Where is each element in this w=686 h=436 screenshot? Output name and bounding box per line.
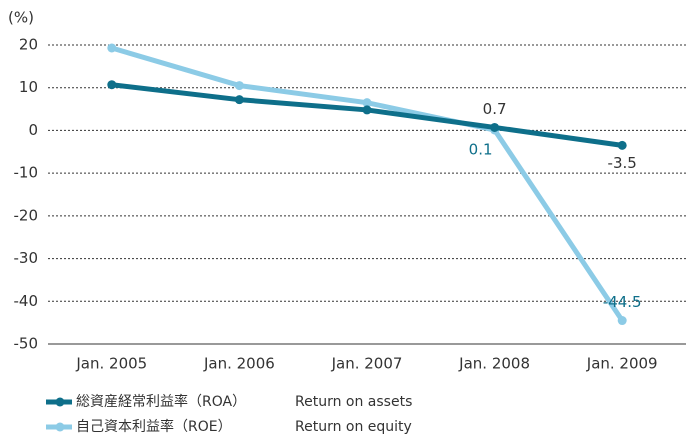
x-tick-label: Jan. 2009 <box>586 355 658 373</box>
point <box>490 122 500 132</box>
point <box>617 316 627 326</box>
point <box>107 80 117 90</box>
unit-label: (%) <box>8 9 34 27</box>
point <box>362 98 372 108</box>
point <box>234 81 244 91</box>
y-tick-label: -40 <box>14 292 39 310</box>
legend-dot <box>55 422 65 432</box>
y-tick-label: -20 <box>14 206 39 224</box>
series-line <box>111 45 625 322</box>
x-tick-label: Jan. 2008 <box>458 355 530 373</box>
data-label: -44.5 <box>603 293 642 311</box>
legend-dot <box>55 397 65 407</box>
point <box>234 95 244 105</box>
y-tick-label: 10 <box>19 78 38 96</box>
point <box>107 43 117 53</box>
legend-label-en: Return on equity <box>295 419 412 435</box>
data-label: 0.7 <box>483 100 507 118</box>
x-tick-label: Jan. 2006 <box>203 355 275 373</box>
y-tick-label: 20 <box>19 36 38 54</box>
y-tick-label: 0 <box>28 121 38 139</box>
point <box>617 140 627 150</box>
point <box>362 105 372 115</box>
y-tick-label: -10 <box>14 164 39 182</box>
legend-label-en: Return on assets <box>295 394 412 410</box>
data-label: -3.5 <box>608 154 637 172</box>
x-tick-label: Jan. 2007 <box>331 355 403 373</box>
legend-label: 自己資本利益率（ROE） <box>76 418 232 435</box>
x-tick-label: Jan. 2005 <box>75 355 147 373</box>
series-line <box>111 82 623 148</box>
y-tick-label: -50 <box>14 335 39 353</box>
y-tick-label: -30 <box>14 249 39 267</box>
data-label: 0.1 <box>469 141 493 159</box>
legend-label: 総資産経常利益率（ROA） <box>76 393 246 410</box>
